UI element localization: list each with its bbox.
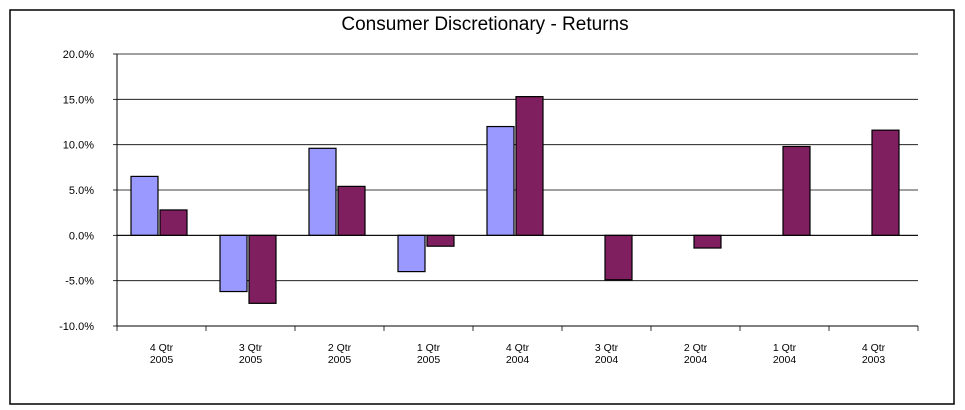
y-tick-label: 0.0% (69, 230, 94, 242)
x-category-label: 2004 (506, 354, 530, 366)
x-category-label: 2005 (239, 354, 263, 366)
x-category-label: 2005 (328, 354, 352, 366)
y-tick-label: 5.0% (69, 185, 94, 197)
bar-series-1 (486, 125, 515, 236)
bar-series-2 (337, 185, 366, 236)
bar-series-2 (159, 209, 188, 236)
bars (130, 96, 900, 304)
x-category-label: 2004 (773, 354, 797, 366)
x-category-label: 2 Qtr (328, 342, 352, 354)
y-tick-label: 20.0% (63, 49, 94, 61)
bar-series-2 (871, 129, 900, 236)
y-tick-label: -5.0% (65, 276, 94, 288)
bar-series-1 (397, 234, 426, 273)
bar-series-1 (130, 175, 159, 236)
y-tick-label: 10.0% (63, 140, 94, 152)
y-tick-labels: 20.0% 15.0% 10.0% 5.0% 0.0% -5.0% -10.0% (59, 49, 94, 333)
y-tick-label: -10.0% (59, 321, 94, 333)
bar-series-2 (426, 234, 455, 247)
y-tick-label: 15.0% (63, 94, 94, 106)
x-category-label: 2 Qtr (684, 342, 708, 354)
x-category-label: 2003 (862, 354, 886, 366)
x-category-label: 2004 (595, 354, 619, 366)
bar-series-1 (308, 147, 337, 236)
bar-series-2 (515, 96, 544, 236)
axes (113, 53, 919, 331)
bar-series-2 (782, 145, 811, 236)
x-category-label: 4 Qtr (862, 342, 886, 354)
x-category-label: 2005 (417, 354, 441, 366)
bar-series-2 (248, 234, 277, 304)
x-category-label: 2005 (150, 354, 174, 366)
x-category-label: 4 Qtr (506, 342, 530, 354)
bar-series-1 (219, 234, 248, 293)
x-category-label: 1 Qtr (417, 342, 441, 354)
x-category-label: 2004 (684, 354, 708, 366)
x-category-label: 4 Qtr (150, 342, 174, 354)
bar-series-2 (693, 234, 722, 249)
bar-series-2 (604, 234, 633, 281)
x-category-label: 1 Qtr (773, 342, 797, 354)
x-category-label: 3 Qtr (239, 342, 263, 354)
x-category-label: 3 Qtr (595, 342, 619, 354)
chart-title: Consumer Discretionary - Returns (341, 14, 628, 35)
